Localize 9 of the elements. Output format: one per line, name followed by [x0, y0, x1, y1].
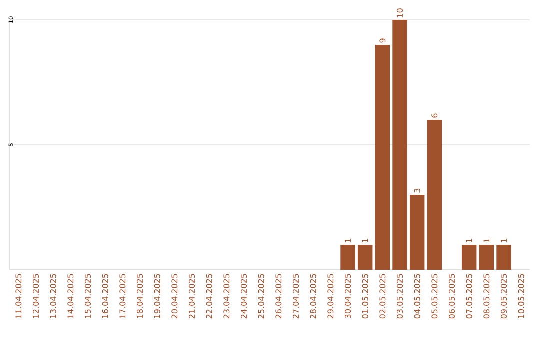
- bar: [410, 195, 425, 270]
- bar: [392, 20, 408, 270]
- bar: [462, 245, 477, 270]
- bar: [340, 245, 356, 270]
- bar: [358, 245, 373, 270]
- bar: [479, 245, 494, 270]
- bar: [375, 44, 390, 270]
- bar: [496, 245, 512, 270]
- bar: [427, 120, 442, 270]
